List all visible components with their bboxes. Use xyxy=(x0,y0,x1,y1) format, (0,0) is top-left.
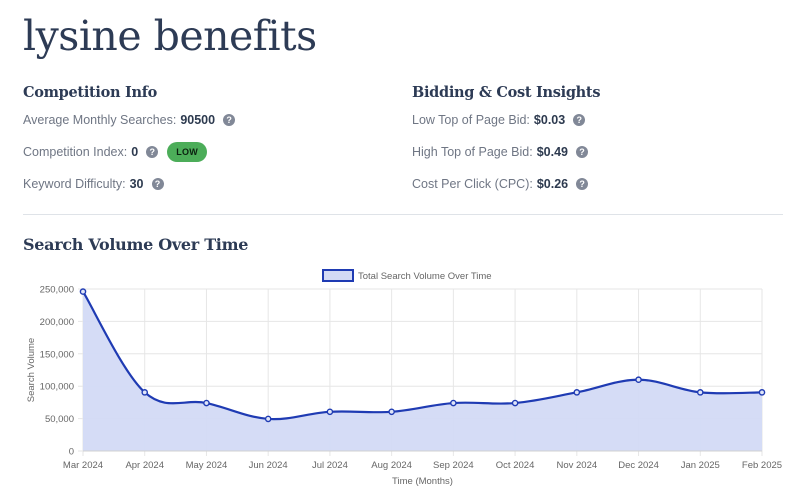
chart-section-title: Search Volume Over Time xyxy=(23,235,249,254)
metric-label: Low Top of Page Bid: xyxy=(412,113,530,127)
metric-label: Cost Per Click (CPC): xyxy=(412,177,533,191)
data-point xyxy=(388,408,395,416)
y-axis-title: Search Volume xyxy=(26,338,37,402)
x-tick-label: May 2024 xyxy=(186,460,228,471)
legend-label: Total Search Volume Over Time xyxy=(358,271,492,282)
legend-swatch xyxy=(322,269,354,282)
help-icon[interactable]: ? xyxy=(151,178,164,190)
data-point xyxy=(758,389,766,396)
x-axis-title: Time (Months) xyxy=(392,476,453,487)
metric-value: 90500 xyxy=(180,113,216,127)
average-monthly-searches: Average Monthly Searches: 90500 ? xyxy=(23,109,236,131)
competition-level-badge: LOW xyxy=(167,142,208,162)
y-tick-label: 200,000 xyxy=(40,317,74,328)
x-tick-label: Jul 2024 xyxy=(312,460,348,471)
x-tick-label: Nov 2024 xyxy=(556,460,597,471)
metric-label: Keyword Difficulty: xyxy=(23,177,126,191)
x-tick-label: Aug 2024 xyxy=(371,460,412,471)
data-point xyxy=(326,408,334,416)
x-tick-label: Jan 2025 xyxy=(681,460,720,471)
metric-label: Average Monthly Searches: xyxy=(23,113,177,127)
data-point xyxy=(696,389,704,396)
metric-label: Competition Index: xyxy=(23,145,128,159)
help-icon[interactable]: ? xyxy=(573,114,586,126)
high-top-of-page-bid: High Top of Page Bid: $0.49 ? xyxy=(412,141,600,163)
y-tick-label: 0 xyxy=(69,447,74,458)
metric-value: 30 xyxy=(129,177,144,191)
y-tick-label: 150,000 xyxy=(40,349,74,360)
x-tick-label: Apr 2024 xyxy=(125,460,164,471)
bidding-insights-heading: Bidding & Cost Insights xyxy=(412,84,601,101)
competition-info-heading: Competition Info xyxy=(23,84,158,101)
x-tick-label: Feb 2025 xyxy=(742,460,782,471)
data-point xyxy=(635,376,642,384)
data-point xyxy=(450,399,457,407)
data-point xyxy=(141,389,149,396)
series-line xyxy=(82,291,763,421)
metric-value: $0.49 xyxy=(536,145,568,159)
competition-info-panel: Competition Info Average Monthly Searche… xyxy=(23,84,236,205)
search-volume-chart: 0 50,000 100,000 150,000 200,000 250,000 Mar 2… xyxy=(26,269,782,487)
series-area xyxy=(83,291,762,451)
data-point xyxy=(79,288,87,295)
section-divider xyxy=(23,214,783,215)
cost-per-click: Cost Per Click (CPC): $0.26 ? xyxy=(412,173,600,195)
x-tick-label: Dec 2024 xyxy=(618,460,659,471)
low-top-of-page-bid: Low Top of Page Bid: $0.03 ? xyxy=(412,109,600,131)
help-icon[interactable]: ? xyxy=(146,146,159,158)
bidding-insights-panel: Bidding & Cost Insights Low Top of Page … xyxy=(412,84,600,205)
y-tick-label: 100,000 xyxy=(40,382,74,393)
x-tick-label: Mar 2024 xyxy=(63,460,103,471)
competition-index: Competition Index: 0 ? LOW xyxy=(23,141,235,163)
help-icon[interactable]: ? xyxy=(576,178,589,190)
metric-value: $0.03 xyxy=(533,113,566,127)
x-tick-label: Oct 2024 xyxy=(496,460,535,471)
metric-value: $0.26 xyxy=(536,177,569,191)
keyword-difficulty: Keyword Difficulty: 30 ? xyxy=(23,173,235,195)
help-icon[interactable]: ? xyxy=(575,146,588,158)
metric-label: High Top of Page Bid: xyxy=(412,145,533,159)
x-tick-label: Jun 2024 xyxy=(249,460,288,471)
x-tick-label: Sep 2024 xyxy=(433,460,474,471)
y-tick-label: 250,000 xyxy=(40,285,74,296)
y-tick-label: 50,000 xyxy=(45,414,74,425)
page-title: lysine benefits xyxy=(23,12,317,60)
help-icon[interactable]: ? xyxy=(223,114,236,126)
data-point xyxy=(511,399,519,407)
data-point xyxy=(264,415,272,423)
data-point xyxy=(203,399,210,407)
metric-value: 0 xyxy=(131,145,139,159)
data-point xyxy=(573,389,581,396)
